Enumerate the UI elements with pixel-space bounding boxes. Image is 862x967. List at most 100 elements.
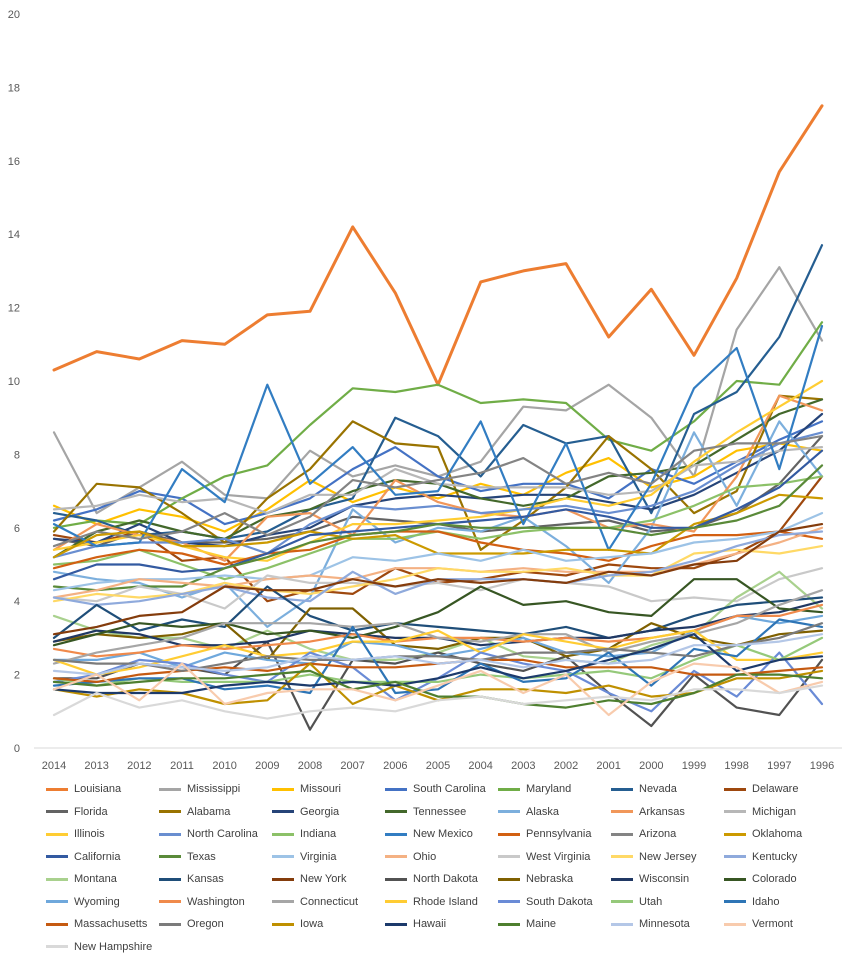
legend-swatch [46, 877, 68, 881]
legend-item: Hawaii [385, 914, 446, 934]
legend-swatch [272, 810, 294, 813]
legend-swatch [724, 900, 746, 903]
x-tick-label: 2008 [298, 760, 322, 770]
x-tick-label: 2014 [42, 760, 66, 770]
legend-swatch [498, 877, 520, 881]
legend-item: New Hampshire [46, 937, 152, 957]
legend-swatch [272, 877, 294, 881]
legend-item: Delaware [724, 779, 798, 799]
legend-swatch [159, 900, 181, 903]
legend-swatch [272, 922, 294, 926]
legend-label: Wisconsin [639, 873, 690, 885]
legend-item: Alaska [498, 802, 559, 822]
legend-item: Missouri [272, 779, 341, 799]
legend-swatch [611, 810, 633, 813]
legend-label: Minnesota [639, 918, 690, 930]
x-tick-label: 1999 [682, 760, 706, 770]
legend-swatch [498, 810, 520, 813]
legend-label: Virginia [300, 850, 337, 863]
legend-label: West Virginia [526, 850, 591, 863]
legend-item: Florida [46, 802, 108, 822]
legend-item: Indiana [272, 824, 336, 844]
legend-swatch [385, 877, 407, 881]
y-tick-label: 4 [14, 596, 20, 608]
legend-item: Wyoming [46, 892, 120, 912]
legend-item: Tennessee [385, 802, 466, 822]
legend-label: Oregon [187, 918, 224, 930]
legend-item: Michigan [724, 802, 796, 822]
legend-label: Wyoming [74, 895, 120, 908]
legend-item: Kentucky [724, 847, 797, 867]
legend-item: New York [272, 869, 346, 889]
series-line-alaska [52, 420, 824, 629]
legend-swatch [385, 832, 407, 836]
y-tick-label: 0 [14, 743, 20, 755]
legend-label: Utah [639, 895, 663, 908]
legend-item: Wisconsin [611, 869, 689, 889]
legend-swatch [159, 832, 181, 836]
legend-item: Minnesota [611, 914, 690, 934]
legend-item: North Carolina [159, 824, 258, 844]
legend-label: Alabama [187, 805, 231, 818]
legend-swatch [385, 922, 407, 926]
legend-item: Alabama [159, 802, 230, 822]
legend-swatch [498, 900, 520, 903]
legend-label: Vermont [752, 918, 793, 930]
legend-item: Arkansas [611, 802, 685, 822]
series-line-maryland [52, 321, 824, 529]
series-line-colorado [52, 578, 824, 647]
legend-swatch [611, 922, 633, 926]
y-tick-label: 14 [8, 229, 20, 241]
legend-label: Idaho [752, 895, 780, 908]
series-line-new-york [52, 522, 824, 636]
legend-item: Idaho [724, 892, 780, 912]
legend-item: Virginia [272, 847, 337, 867]
legend-item: Nevada [611, 779, 677, 799]
legend-swatch [724, 922, 746, 926]
series-line-maine [52, 669, 824, 709]
legend-label: Michigan [752, 805, 797, 818]
legend-swatch [611, 900, 633, 903]
legend-swatch [724, 877, 746, 881]
legend-label: Iowa [300, 918, 324, 930]
x-tick-label: 2012 [127, 760, 151, 770]
legend-item: Iowa [272, 914, 323, 934]
series-line-new-mexico [52, 324, 824, 551]
legend-item: New Jersey [611, 847, 696, 867]
series-line-hawaii [52, 633, 824, 695]
legend-label: California [74, 850, 121, 863]
series-line-kansas [52, 585, 824, 640]
legend-item: New Mexico [385, 824, 473, 844]
legend-label: New Hampshire [74, 940, 153, 953]
legend-label: Indiana [300, 828, 337, 840]
legend-swatch [272, 832, 294, 836]
legend-swatch [611, 832, 633, 836]
series-line-pennsylvania [52, 530, 824, 570]
series-line-vermont [52, 662, 824, 717]
series-line-west-virginia [52, 567, 824, 610]
legend-swatch [498, 855, 520, 858]
y-tick-label: 18 [8, 82, 20, 94]
series-line-louisiana [52, 104, 824, 387]
y-tick-label: 10 [8, 376, 20, 388]
legend-item: Oregon [159, 914, 224, 934]
legend-item: Texas [159, 847, 216, 867]
x-tick-label: 2003 [511, 760, 535, 770]
series-line-michigan [52, 446, 824, 515]
legend-label: Kentucky [752, 850, 798, 863]
x-tick-label: 2010 [212, 760, 236, 770]
legend-item: Washington [159, 892, 245, 912]
legend-item: Vermont [724, 914, 793, 934]
legend-item: Colorado [724, 869, 797, 889]
legend-swatch [159, 922, 181, 926]
legend-swatch [724, 787, 746, 791]
x-tick-label: 2004 [468, 760, 492, 770]
series-line-nebraska [52, 607, 824, 662]
legend-label: New Mexico [413, 828, 473, 840]
legend-item: Maryland [498, 779, 571, 799]
legend-swatch [385, 787, 407, 791]
legend-label: Ohio [413, 850, 437, 863]
series-line-missouri [52, 442, 824, 533]
legend-label: Delaware [752, 783, 799, 795]
